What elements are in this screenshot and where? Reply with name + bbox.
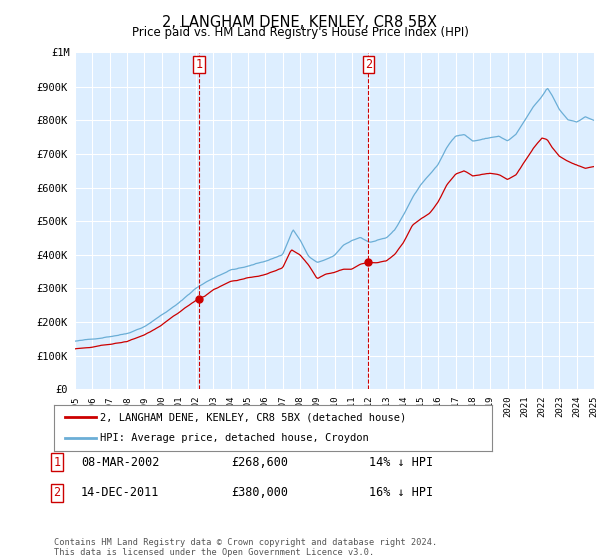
Text: 16% ↓ HPI: 16% ↓ HPI xyxy=(369,486,433,500)
Text: £380,000: £380,000 xyxy=(231,486,288,500)
Text: Price paid vs. HM Land Registry's House Price Index (HPI): Price paid vs. HM Land Registry's House … xyxy=(131,26,469,39)
Text: 2, LANGHAM DENE, KENLEY, CR8 5BX: 2, LANGHAM DENE, KENLEY, CR8 5BX xyxy=(163,15,437,30)
Text: Contains HM Land Registry data © Crown copyright and database right 2024.
This d: Contains HM Land Registry data © Crown c… xyxy=(54,538,437,557)
Text: 2: 2 xyxy=(365,58,372,71)
Text: 1: 1 xyxy=(53,455,61,469)
Text: 14-DEC-2011: 14-DEC-2011 xyxy=(81,486,160,500)
Text: 2, LANGHAM DENE, KENLEY, CR8 5BX (detached house): 2, LANGHAM DENE, KENLEY, CR8 5BX (detach… xyxy=(100,412,406,422)
Text: 14% ↓ HPI: 14% ↓ HPI xyxy=(369,455,433,469)
Text: £268,600: £268,600 xyxy=(231,455,288,469)
Text: 1: 1 xyxy=(196,58,203,71)
Text: £1M: £1M xyxy=(51,48,70,58)
Text: HPI: Average price, detached house, Croydon: HPI: Average price, detached house, Croy… xyxy=(100,433,369,444)
Text: 08-MAR-2002: 08-MAR-2002 xyxy=(81,455,160,469)
Text: 2: 2 xyxy=(53,486,61,500)
